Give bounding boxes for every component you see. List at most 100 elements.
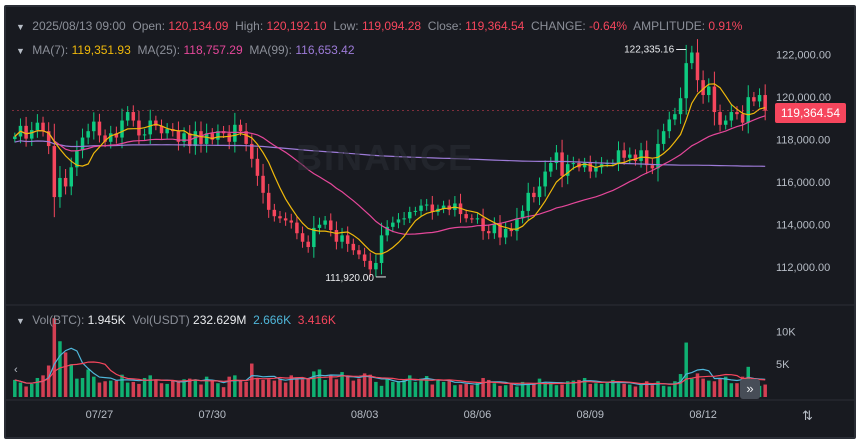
candle-body	[492, 223, 497, 234]
candle-body	[362, 254, 367, 261]
x-tick-label: 08/03	[351, 409, 379, 421]
volume-bar	[470, 385, 474, 397]
candle-body	[763, 95, 767, 111]
candle-body	[120, 120, 124, 138]
candle-body	[582, 163, 587, 168]
volume-bar	[148, 375, 152, 397]
candle-body	[413, 210, 418, 212]
candle-body	[345, 235, 350, 244]
close-value: 119,364.54	[465, 19, 525, 33]
y-tick-label: 118,000.00	[776, 135, 830, 147]
candle-body	[244, 131, 248, 144]
volume-bar	[690, 378, 694, 397]
candle-body	[441, 205, 446, 209]
candle-body	[543, 171, 547, 187]
candle-date: 2025/08/13 09:00	[32, 19, 126, 33]
candle-body	[182, 133, 186, 142]
candle-body	[503, 228, 508, 238]
volume-bar	[430, 384, 435, 397]
volume-bar	[723, 376, 728, 397]
candle-body	[650, 165, 655, 169]
volume-bar	[503, 385, 508, 397]
candle-body	[329, 220, 333, 231]
ma7-label: MA(7):	[32, 43, 69, 57]
candle-body	[486, 231, 491, 234]
scroll-left-icon[interactable]: ‹	[14, 364, 18, 376]
candle-body	[334, 230, 339, 242]
kline-chart[interactable]: 122,000.00 120,000.00 118,000.00 116,000.00…	[6, 7, 854, 437]
candle-body	[690, 52, 694, 64]
volume-bar	[368, 374, 373, 397]
volume-row: ▼ Vol(BTC): 1.945K Vol(USDT) 232.629M 2.…	[16, 313, 336, 327]
volume-bar	[374, 381, 378, 397]
x-tick-label: 08/06	[464, 409, 492, 421]
low-value: 119,094.28	[361, 19, 422, 33]
candle-body	[108, 133, 113, 142]
candle-body	[210, 133, 215, 140]
candle-body	[560, 152, 564, 176]
volume-bar	[701, 378, 705, 397]
volume-bar	[137, 383, 141, 397]
vol-ma2-line	[14, 361, 766, 385]
ma99-value: 116,653.42	[295, 43, 355, 57]
volume-bar	[515, 386, 519, 397]
volume-bar	[622, 383, 626, 397]
open-label: Open:	[132, 19, 166, 33]
candle-body	[656, 143, 660, 169]
candle-body	[250, 143, 254, 159]
ma7-line	[14, 83, 766, 255]
volume-bar	[628, 384, 632, 397]
candle-body	[63, 177, 68, 187]
candle-body	[80, 137, 85, 151]
vol-ma1-value: 2.666K	[253, 313, 292, 327]
candle-body	[616, 150, 621, 164]
volume-bar	[317, 369, 322, 397]
y-tick-label: 112,000.00	[776, 262, 830, 274]
candle-body	[707, 86, 711, 96]
axis-settings-icon[interactable]: ⇅	[802, 408, 813, 423]
collapse-triangle-icon[interactable]: ▼	[16, 22, 25, 32]
vol-btc-label: Vol(BTC):	[32, 313, 85, 327]
volume-bar	[114, 380, 119, 397]
collapse-triangle-icon[interactable]: ▼	[16, 46, 25, 56]
volume-bar	[599, 383, 604, 397]
volume-bar	[131, 381, 136, 397]
candle-body	[374, 262, 378, 270]
volume-bar	[486, 379, 491, 397]
volume-bar	[554, 385, 559, 397]
volume-bar	[560, 384, 564, 397]
volume-bar	[577, 379, 581, 397]
volume-bar	[763, 384, 767, 397]
volume-bar	[250, 363, 254, 397]
candle-body	[746, 97, 751, 123]
volume-bar	[667, 386, 672, 397]
volume-bar	[571, 380, 576, 397]
volume-bar	[633, 386, 638, 397]
candle-body	[131, 112, 136, 121]
volume-bar	[300, 379, 305, 397]
candle-body	[97, 121, 102, 136]
candle-body	[684, 63, 688, 99]
volume-bar	[345, 376, 350, 397]
candle-body	[86, 131, 90, 138]
candle-body	[407, 211, 412, 219]
scroll-to-latest-icon[interactable]: »	[740, 379, 760, 399]
candle-body	[114, 133, 119, 138]
volume-bar	[289, 375, 294, 397]
vol-ma1-line	[14, 347, 766, 386]
candle-body	[227, 133, 231, 142]
candle-body	[537, 186, 542, 198]
ma-row: ▼ MA(7): 119,351.93 MA(25): 118,757.29 M…	[16, 43, 355, 57]
volume-bar	[611, 379, 615, 397]
volume-bar	[537, 378, 542, 397]
volume-bar	[656, 381, 660, 397]
candle-body	[549, 163, 553, 172]
volume-bar	[272, 380, 277, 397]
volume-bar	[261, 379, 265, 397]
y-tick-label: 116,000.00	[776, 177, 830, 189]
volume-bar	[458, 384, 463, 397]
candle-body	[588, 163, 593, 172]
collapse-triangle-icon[interactable]: ▼	[16, 316, 25, 326]
volume-bar	[582, 377, 587, 397]
y-tick-label: 114,000.00	[776, 220, 830, 232]
